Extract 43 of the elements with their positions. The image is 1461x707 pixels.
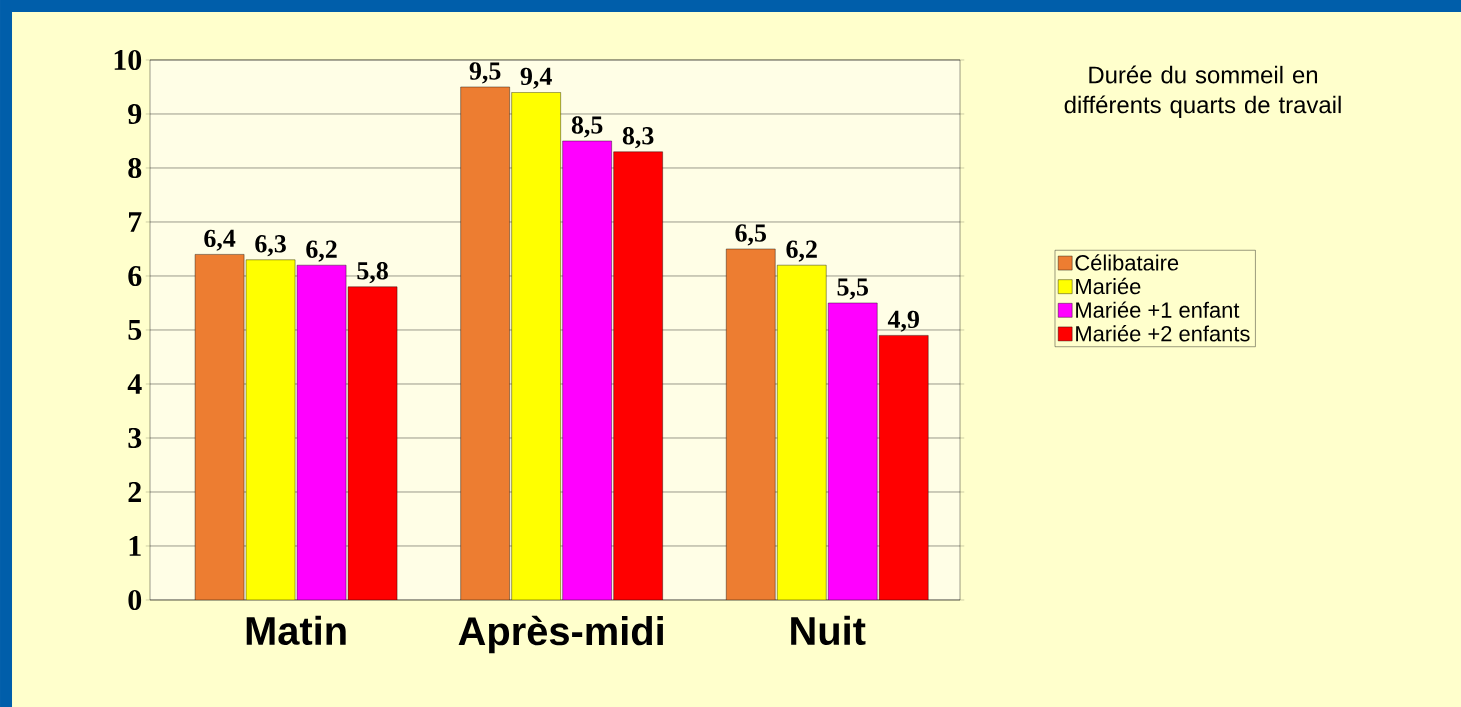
data-label: 6,4 bbox=[204, 229, 236, 251]
bar bbox=[296, 264, 347, 600]
y-tick-label: 9 bbox=[128, 103, 142, 125]
y-tick-label: 6 bbox=[128, 265, 142, 287]
y-tick-label: 2 bbox=[128, 482, 141, 502]
y-tick-label: 4 bbox=[127, 374, 142, 394]
y-tick-label: 5 bbox=[128, 320, 142, 340]
bar bbox=[777, 264, 827, 600]
x-tick-label: Nuit bbox=[791, 615, 866, 646]
x-tick-label: Matin bbox=[246, 615, 346, 646]
y-tick-label: 0 bbox=[128, 589, 142, 611]
y-tick-label: 8 bbox=[128, 157, 142, 179]
legend-label: Mariée +2 enfants bbox=[1076, 325, 1250, 342]
y-tick-label: 7 bbox=[129, 212, 142, 232]
bar bbox=[194, 254, 245, 600]
bar bbox=[511, 92, 561, 600]
bar bbox=[613, 151, 663, 600]
data-label: 5,5 bbox=[837, 278, 868, 300]
data-label: 9,5 bbox=[469, 62, 501, 84]
bar bbox=[562, 140, 612, 600]
y-tick-label: 3 bbox=[128, 427, 142, 449]
bar bbox=[460, 86, 510, 600]
legend-label: Célibataire bbox=[1075, 254, 1179, 271]
bar bbox=[245, 259, 296, 600]
bar bbox=[828, 302, 878, 600]
data-label: 8,5 bbox=[571, 116, 603, 138]
data-label: 6,2 bbox=[786, 240, 817, 262]
y-tick-label: 1 bbox=[129, 536, 141, 556]
data-label: 6,2 bbox=[306, 240, 337, 262]
data-label: 5,8 bbox=[357, 262, 388, 284]
data-label: 9,4 bbox=[520, 67, 552, 89]
legend-label: Mariée +1 enfant bbox=[1076, 301, 1240, 318]
bar bbox=[879, 335, 929, 600]
legend-label: Mariée bbox=[1076, 277, 1141, 295]
x-tick-label: Après-midi bbox=[458, 615, 663, 654]
data-label: 4,9 bbox=[887, 310, 919, 332]
y-tick-label: 10 bbox=[114, 49, 142, 71]
text: Durée du sommeil en différents quarts de travail bbox=[1064, 65, 1341, 119]
data-label: 8,3 bbox=[622, 127, 654, 149]
bar bbox=[726, 248, 776, 600]
data-label: 6,3 bbox=[255, 235, 286, 257]
bar bbox=[347, 286, 398, 600]
data-label: 6,5 bbox=[735, 224, 766, 246]
